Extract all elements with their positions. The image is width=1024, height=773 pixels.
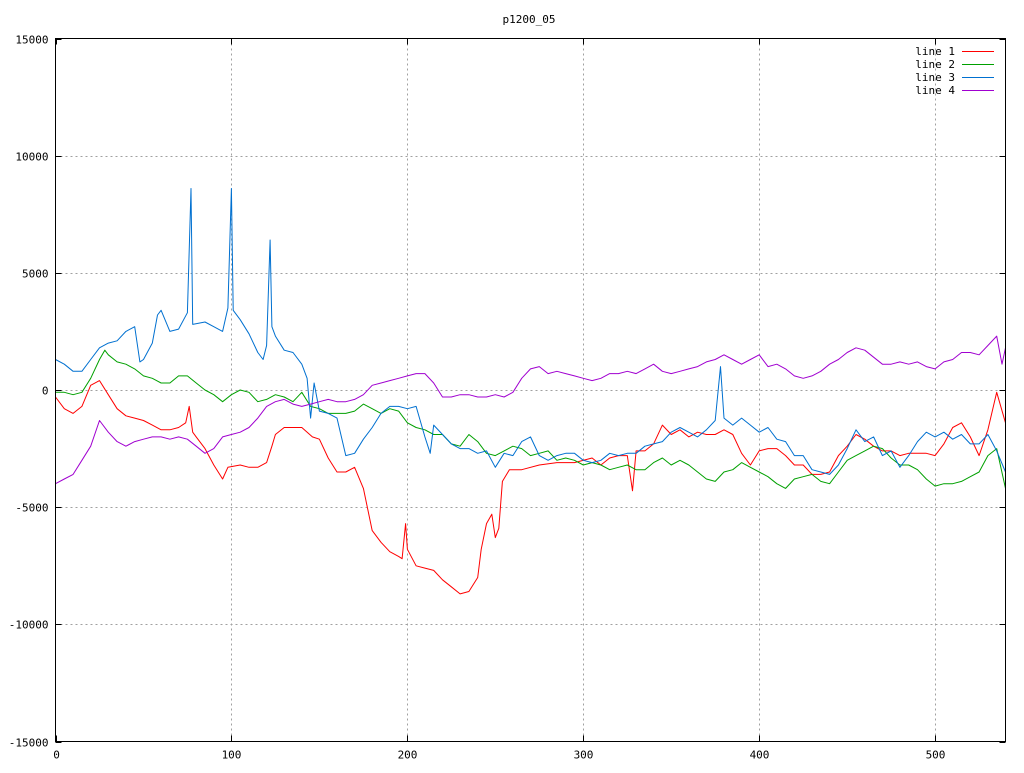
y-tick-label: 5000 [22,268,49,281]
x-tick-label: 300 [574,749,594,762]
y-tick-label: 0 [42,385,49,398]
legend-label: line 4 [915,84,955,97]
series-lines [55,188,1006,595]
legend-label: line 1 [915,45,955,58]
y-tick-label: 10000 [15,151,48,164]
series-line-1 [55,380,1006,595]
legend-label: line 2 [915,58,955,71]
legend-label: line 3 [915,71,955,84]
y-tick-label: -5000 [15,502,48,515]
y-tick-label: -15000 [9,737,49,750]
series-line-2 [55,349,1006,489]
axis-ticks: -15000 -10000 -5000 0 5000 10000 15000 0 100 200 3… [9,34,1006,762]
x-tick-label: 200 [398,749,418,762]
x-tick-label: 100 [222,749,242,762]
chart-title: p1200_05 [503,13,556,26]
x-tick-label: 400 [750,749,770,762]
y-tick-label: 15000 [15,34,48,47]
series-line-3 [55,188,1006,475]
y-tick-label: -10000 [9,619,49,632]
series-line-4 [55,335,1006,485]
grid-lines [55,38,1006,742]
x-tick-label: 0 [53,749,60,762]
x-tick-label: 500 [926,749,946,762]
